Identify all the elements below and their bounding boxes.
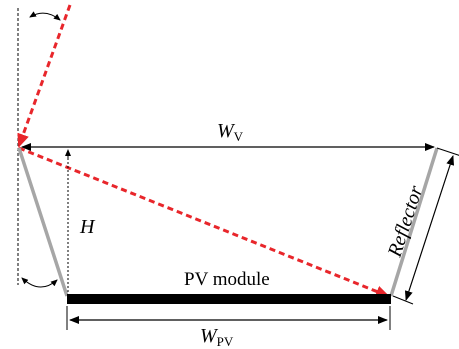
wv-label: WV [217, 120, 244, 144]
pv-module-bar [67, 294, 391, 304]
reflected-ray [18, 146, 390, 298]
bottom-angle-arc [21, 277, 58, 288]
reflector-dimension-arrow [404, 155, 455, 301]
reflector-tick-bottom [392, 295, 414, 305]
h-label: H [79, 216, 96, 238]
left-reflector [17, 147, 69, 297]
pv-module-label: PV module [184, 269, 270, 290]
incident-ray [17, 4, 72, 148]
reflector-tick-top [436, 147, 459, 156]
top-angle-arc [29, 11, 61, 21]
reflector-label: Reflector [384, 183, 428, 261]
wpv-label: WPV [200, 325, 234, 349]
